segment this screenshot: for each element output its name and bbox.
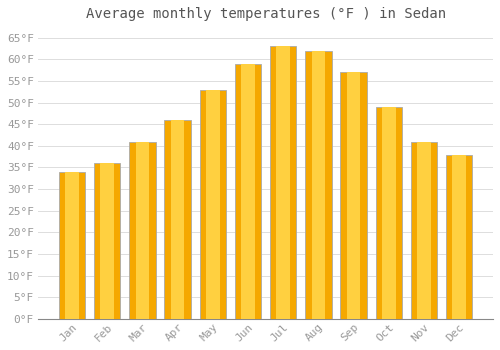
Bar <box>200 90 226 319</box>
Bar <box>411 141 437 319</box>
Bar <box>129 141 156 319</box>
Bar <box>340 72 367 319</box>
Bar <box>65 172 79 319</box>
Bar <box>452 154 466 319</box>
Bar <box>206 90 220 319</box>
Bar <box>170 120 184 319</box>
Bar <box>382 107 396 319</box>
Bar <box>276 46 290 319</box>
Bar <box>346 72 360 319</box>
Bar <box>100 163 114 319</box>
Bar <box>164 120 191 319</box>
Title: Average monthly temperatures (°F ) in Sedan: Average monthly temperatures (°F ) in Se… <box>86 7 446 21</box>
Bar <box>446 154 472 319</box>
Bar <box>376 107 402 319</box>
Bar <box>59 172 85 319</box>
Bar <box>312 51 325 319</box>
Bar <box>235 64 261 319</box>
Bar <box>136 141 149 319</box>
Bar <box>94 163 120 319</box>
Bar <box>270 46 296 319</box>
Bar <box>417 141 431 319</box>
Bar <box>305 51 332 319</box>
Bar <box>241 64 255 319</box>
